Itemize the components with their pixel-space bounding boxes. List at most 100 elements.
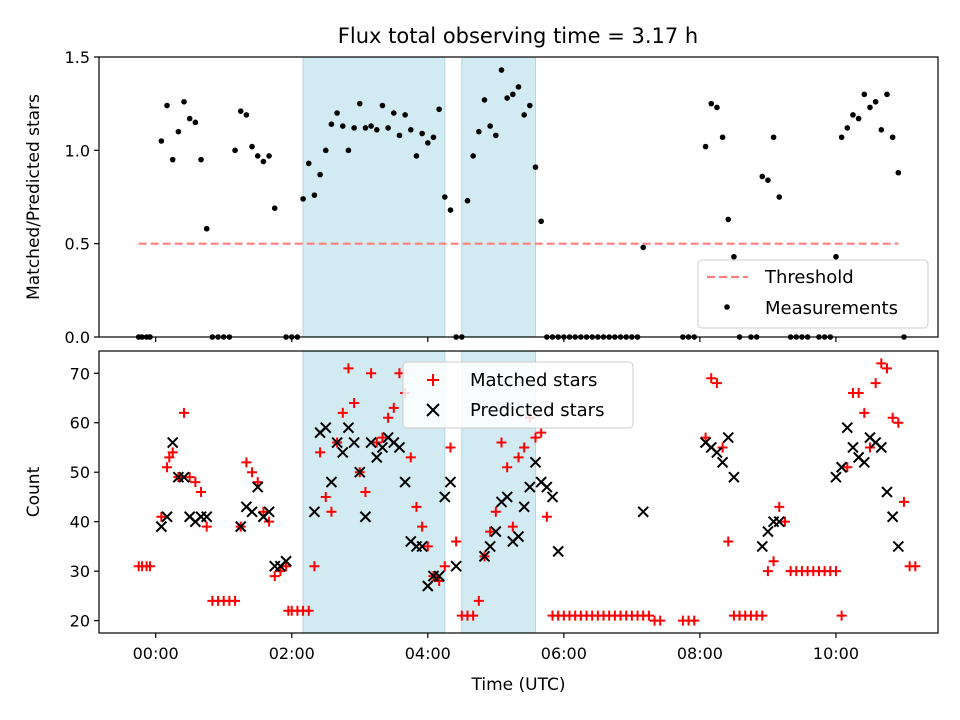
- measurement-point: [510, 91, 516, 98]
- predicted-point: [166, 436, 179, 449]
- y-axis-label: Matched/Predicted stars: [24, 94, 44, 300]
- matched-point: [519, 442, 530, 453]
- measurement-point: [844, 125, 851, 131]
- measurement-point: [351, 125, 357, 131]
- measurement-point: [493, 132, 499, 139]
- matched-point: [711, 378, 722, 389]
- measurement-point: [861, 91, 868, 98]
- matched-point: [717, 442, 728, 453]
- matched-point: [706, 373, 717, 384]
- x-tick-label: 04:00: [405, 644, 451, 663]
- predicted-point: [348, 436, 360, 449]
- matched-point: [417, 521, 428, 532]
- bottom-panel: 20 30 40 50 60 70 00:00 02:00 04:00 06:00 08:00 10:…: [24, 350, 939, 695]
- legend-box: [697, 259, 929, 329]
- measurement-point: [867, 104, 873, 111]
- measurement-point: [855, 115, 862, 122]
- measurement-point: [362, 125, 369, 131]
- matched-point: [762, 566, 773, 577]
- measurement-point: [305, 160, 312, 167]
- matched-point: [779, 516, 790, 527]
- observing-span: [461, 56, 537, 338]
- measurement-point: [175, 128, 182, 135]
- measurement-point: [334, 110, 340, 116]
- predicted-point: [830, 471, 842, 483]
- matched-point: [898, 496, 909, 507]
- legend: Matched stars Predicted stars: [402, 361, 634, 429]
- legend-threshold-label: Threshold: [764, 267, 854, 288]
- predicted-point: [835, 461, 848, 473]
- y-axis-label: Count: [24, 466, 44, 517]
- measurement-point: [203, 225, 210, 232]
- matched-point: [190, 477, 201, 488]
- predicted-point: [433, 570, 445, 582]
- measurement-point: [442, 194, 448, 200]
- legend-predicted-swatch: [426, 403, 440, 417]
- measurement-point: [487, 123, 493, 129]
- predicted-point: [235, 520, 247, 533]
- matched-point: [485, 526, 496, 537]
- measurement-point: [379, 102, 386, 109]
- matched-point: [349, 397, 360, 408]
- matched-point: [360, 487, 371, 497]
- matched-point: [530, 432, 541, 443]
- predicted-point: [371, 451, 383, 464]
- y-tick-label: 20: [70, 612, 90, 631]
- measurement-point: [436, 106, 442, 113]
- predicted-point: [359, 511, 372, 523]
- matched-point: [196, 487, 207, 497]
- measurement-point: [390, 110, 397, 116]
- measurement-point: [266, 153, 272, 159]
- matched-point: [434, 576, 445, 587]
- predicted-point: [178, 471, 190, 483]
- matched-point: [541, 511, 552, 522]
- predicted-point: [875, 441, 888, 454]
- matched-point: [643, 610, 654, 621]
- y-tick-label: 0.0: [65, 328, 90, 347]
- predicted-point: [501, 491, 513, 503]
- measurement-point: [169, 156, 176, 163]
- measurement-point: [328, 121, 335, 127]
- matched-point: [887, 412, 898, 423]
- predicted-point: [320, 421, 332, 434]
- measurement-point: [254, 153, 261, 159]
- measurement-point: [373, 127, 380, 133]
- matched-point: [513, 452, 524, 463]
- legend-matched-label: Matched stars: [470, 370, 597, 391]
- top-panel: 0.0 0.5 1.0 1.5 Matched/Predicted stars Thres…: [24, 48, 939, 347]
- predicted-point: [722, 431, 734, 444]
- measurement-point: [424, 140, 431, 146]
- matched-point: [179, 407, 190, 418]
- matched-point: [774, 501, 785, 512]
- measurement-point: [889, 134, 896, 141]
- matched-point: [836, 610, 847, 621]
- legend-predicted-label: Predicted stars: [470, 400, 604, 421]
- matched-point: [445, 442, 456, 453]
- measurement-point: [702, 143, 709, 150]
- measurement-point: [237, 108, 244, 114]
- matched-point: [439, 561, 450, 572]
- measurement-point: [765, 177, 771, 183]
- y-tick-label: 60: [70, 414, 90, 433]
- predicted-point: [376, 441, 389, 454]
- measurement-point: [515, 84, 522, 90]
- matched-point: [757, 610, 768, 621]
- measurement-point: [260, 158, 267, 165]
- predicted-point: [711, 446, 723, 459]
- measurement-point: [481, 97, 488, 103]
- predicted-point: [155, 520, 168, 533]
- matched-point: [422, 541, 433, 552]
- predicted-point: [512, 530, 525, 543]
- x-tick-label: 06:00: [541, 644, 587, 663]
- matched-point: [184, 472, 195, 483]
- axes-frame: [98, 350, 939, 634]
- measurement-point: [181, 99, 187, 105]
- matched-point: [490, 506, 501, 517]
- predicted-point: [637, 506, 649, 518]
- predicted-point: [416, 540, 428, 553]
- measurement-point: [271, 205, 278, 211]
- matched-point: [768, 556, 779, 567]
- matched-point: [343, 363, 354, 374]
- matched-point: [507, 521, 518, 532]
- matched-point: [830, 566, 841, 577]
